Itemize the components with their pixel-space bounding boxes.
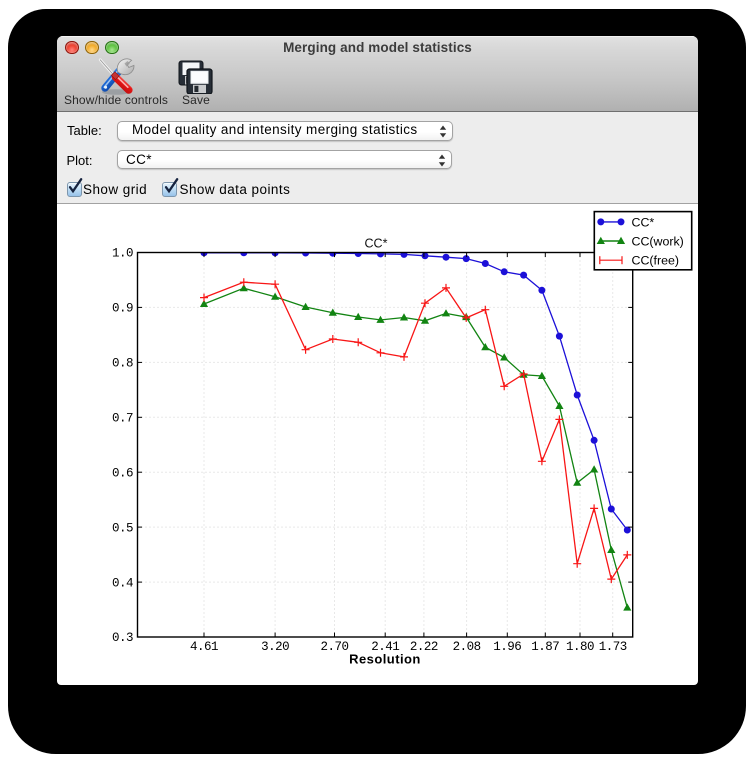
svg-text:4.61: 4.61 <box>190 640 218 654</box>
svg-text:0.3: 0.3 <box>112 631 133 645</box>
svg-text:0.8: 0.8 <box>112 357 133 371</box>
svg-text:1.96: 1.96 <box>493 640 521 654</box>
svg-text:2.41: 2.41 <box>371 640 399 654</box>
svg-text:CC*: CC* <box>365 237 388 251</box>
svg-text:0.9: 0.9 <box>112 302 133 316</box>
svg-text:0.5: 0.5 <box>112 521 133 535</box>
svg-text:0.6: 0.6 <box>112 466 133 480</box>
svg-text:1.87: 1.87 <box>531 640 559 654</box>
svg-text:1.0: 1.0 <box>112 247 133 261</box>
svg-text:1.80: 1.80 <box>566 640 594 654</box>
svg-text:Resolution: Resolution <box>349 652 421 667</box>
svg-text:CC(work): CC(work) <box>632 235 684 249</box>
svg-text:CC(free): CC(free) <box>632 254 680 268</box>
svg-text:2.70: 2.70 <box>320 640 348 654</box>
svg-text:2.08: 2.08 <box>453 640 481 654</box>
svg-text:0.7: 0.7 <box>112 412 133 426</box>
svg-text:2.22: 2.22 <box>410 640 438 654</box>
svg-text:3.20: 3.20 <box>261 640 289 654</box>
svg-text:1.73: 1.73 <box>599 640 627 654</box>
svg-text:CC*: CC* <box>632 215 655 229</box>
svg-text:0.4: 0.4 <box>112 576 133 590</box>
